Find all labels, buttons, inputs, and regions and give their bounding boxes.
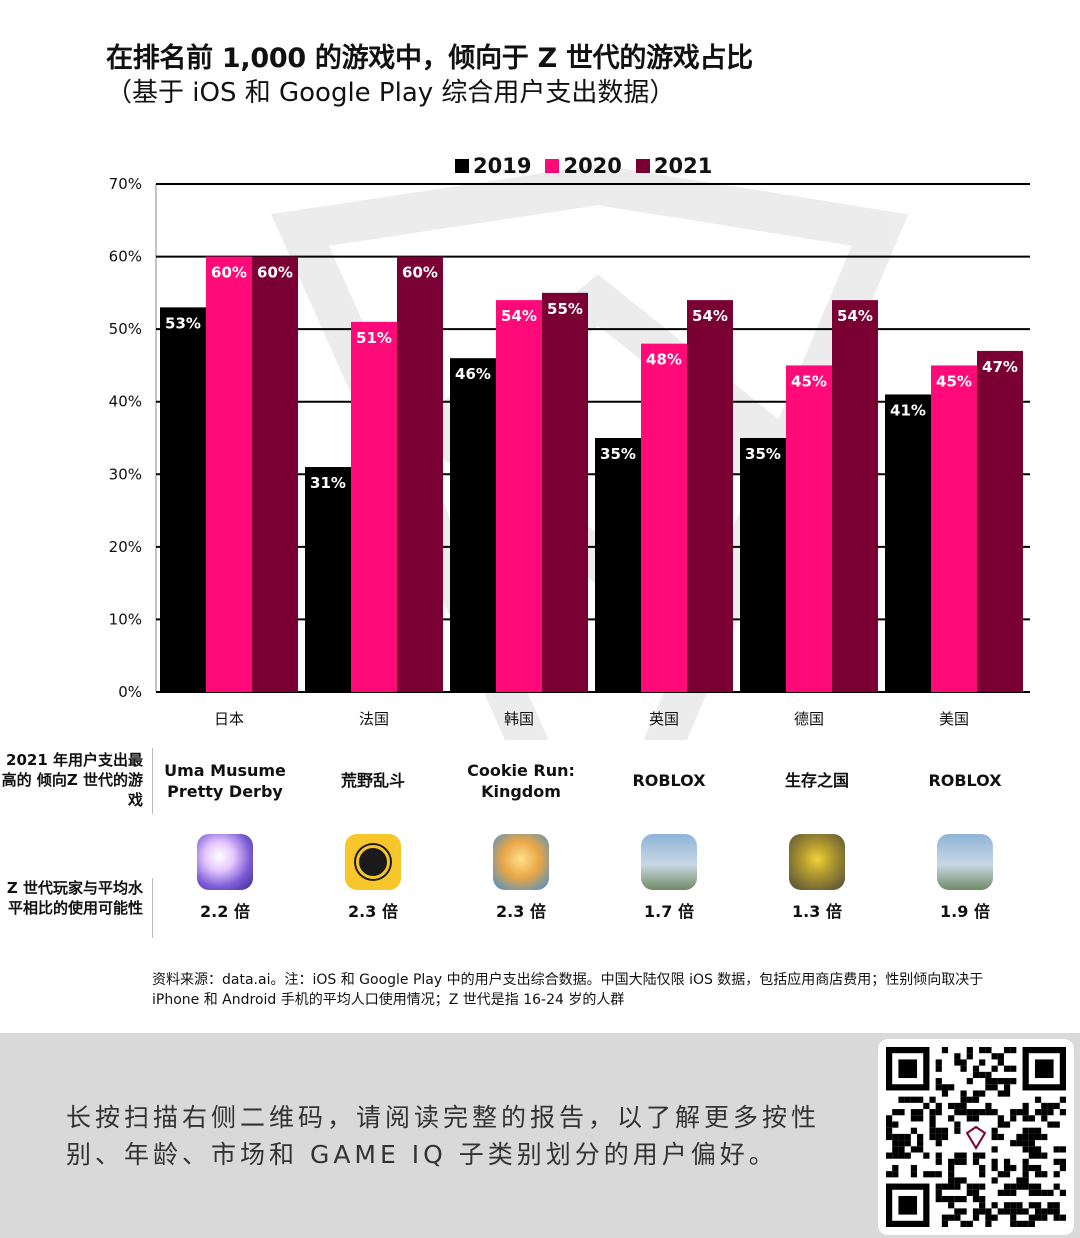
chart-title: 在排名前 1,000 的游戏中，倾向于 Z 世代的游戏占比 (106, 43, 753, 74)
data-label: 54% (837, 307, 873, 325)
game-name-1: 荒野乱斗 (340, 771, 405, 790)
row-divider-2 (152, 878, 153, 938)
row-label-likelihood: Z 世代玩家与平均水平相比的使用可能性 (6, 879, 143, 917)
cookie-run-icon (493, 834, 549, 890)
data-label: 55% (547, 300, 583, 318)
bar-chart: 0% 10% 20% 30% 40% 50% 60% 70% 53% 60% 60% 31% 51% 6… (109, 164, 1030, 740)
game-name-2: Cookie Run: Kingdom (467, 761, 575, 801)
game-name-5: ROBLOX (928, 771, 1002, 790)
qr-code-icon[interactable] (878, 1039, 1074, 1235)
bar-2020-1 (351, 321, 397, 692)
data-label: 60% (402, 264, 438, 282)
y-tick-label: 30% (109, 465, 142, 483)
legend-swatch-2019 (455, 159, 469, 173)
source-note: 资料来源：data.ai。注：iOS 和 Google Play 中的用户支出综… (152, 972, 984, 1008)
chart-legend: 2019 2020 2021 (455, 154, 712, 178)
y-tick-label: 10% (109, 610, 142, 628)
data-label: 48% (646, 351, 682, 369)
footer-banner: 长按扫描右侧二维码，请阅读完整的报告，以了解更多按性别、年龄、市场和 GAME … (0, 1033, 1080, 1238)
bar-2019-1 (305, 467, 351, 692)
bar-2021-5 (977, 350, 1023, 692)
brawl-stars-icon (345, 834, 401, 890)
bar-2019-5 (885, 394, 931, 692)
qr-code-graphic (886, 1047, 1066, 1227)
x-tick-label: 韩国 (504, 710, 534, 728)
legend-swatch-2020 (545, 159, 560, 173)
likelihood-multiplier-5: 1.9 倍 (940, 902, 990, 921)
legend-item-2021: 2021 (635, 154, 713, 178)
y-tick-label: 60% (109, 248, 142, 266)
footer-text: 长按扫描右侧二维码，请阅读完整的报告，以了解更多按性别、年龄、市场和 GAME … (66, 1103, 821, 1169)
legend-label-2019: 2019 (473, 154, 532, 178)
likelihood-multiplier-2: 2.3 倍 (496, 902, 546, 921)
game-name-3: ROBLOX (632, 771, 706, 790)
game-name-0: Uma Musume Pretty Derby (164, 761, 286, 801)
data-label: 46% (455, 365, 491, 383)
legend-item-2019: 2019 (455, 154, 531, 178)
bar-2021-3 (687, 300, 733, 692)
x-tick-label: 美国 (939, 710, 969, 728)
bar-2021-0 (252, 256, 298, 692)
legend-label-2021: 2021 (653, 154, 713, 178)
chart-subtitle: （基于 iOS 和 Google Play 综合用户支出数据） (106, 78, 676, 108)
data-label: 35% (600, 445, 636, 463)
y-tick-label: 0% (118, 683, 142, 701)
bar-2020-5 (931, 365, 977, 692)
legend-item-2020: 2020 (545, 154, 622, 178)
data-label: 31% (310, 474, 346, 492)
x-tick-label: 德国 (794, 710, 824, 728)
data-label: 54% (501, 307, 537, 325)
legend-swatch-2021 (635, 159, 650, 173)
uma-musume-icon (197, 834, 253, 890)
y-tick-label: 50% (109, 320, 142, 338)
data-label: 51% (356, 329, 392, 347)
state-of-survival-icon (789, 834, 845, 890)
data-label: 60% (211, 264, 247, 282)
bar-2019-3 (595, 438, 641, 692)
roblox-icon (641, 834, 697, 890)
data-label: 45% (791, 372, 827, 390)
skull-glyph (356, 845, 390, 879)
data-label: 45% (936, 372, 972, 390)
likelihood-multiplier-0: 2.2 倍 (200, 902, 250, 921)
x-tick-label: 日本 (214, 710, 244, 728)
likelihood-multiplier-4: 1.3 倍 (792, 902, 842, 921)
bar-2019-2 (450, 358, 496, 692)
y-tick-label: 40% (109, 393, 142, 411)
row-divider-1 (152, 748, 153, 814)
bar-2019-0 (160, 307, 206, 692)
bar-2021-4 (832, 300, 878, 692)
x-tick-label: 英国 (649, 710, 679, 728)
bar-2019-4 (740, 438, 786, 692)
likelihood-multiplier-1: 2.3 倍 (348, 902, 398, 921)
bar-2020-3 (641, 343, 687, 692)
data-label: 35% (745, 445, 781, 463)
legend-label-2020: 2020 (563, 154, 622, 178)
row-label-top-game: 2021 年用户支出最高的 倾向Z 世代的游戏 (1, 751, 143, 809)
bar-2021-2 (542, 292, 588, 692)
data-label: 60% (257, 264, 293, 282)
bar-2020-0 (206, 256, 252, 692)
x-tick-label: 法国 (359, 710, 389, 728)
roblox-icon (937, 834, 993, 890)
bar-2020-4 (786, 365, 832, 692)
data-label: 54% (692, 307, 728, 325)
data-label: 41% (890, 401, 926, 419)
likelihood-multiplier-3: 1.7 倍 (644, 902, 694, 921)
data-label: 53% (165, 314, 201, 332)
data-label: 47% (982, 358, 1018, 376)
bar-2021-1 (397, 256, 443, 692)
y-tick-label: 70% (109, 175, 142, 193)
bar-2020-2 (496, 300, 542, 692)
y-tick-label: 20% (109, 538, 142, 556)
game-name-4: 生存之国 (784, 771, 849, 790)
